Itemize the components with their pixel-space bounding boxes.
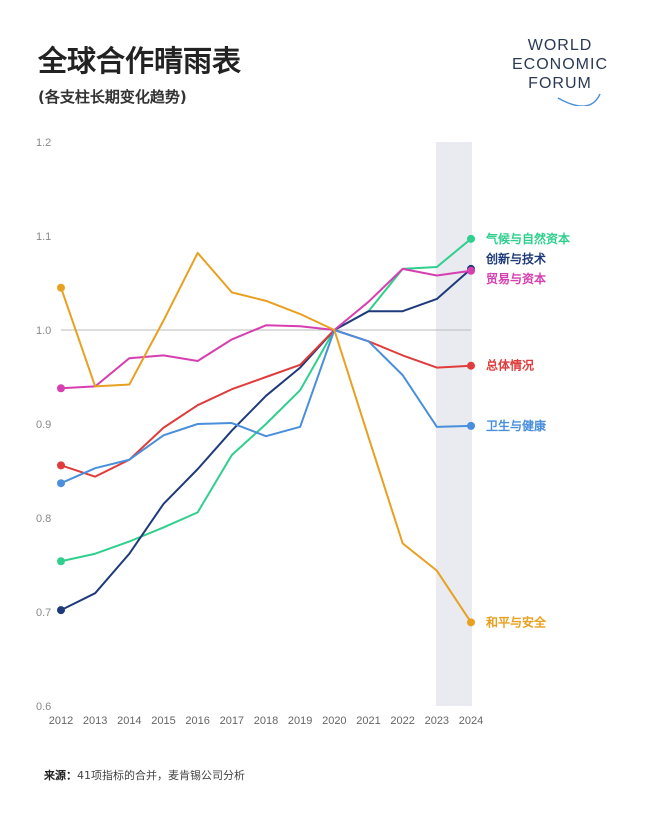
series-start-point (57, 283, 65, 292)
x-tick-label: 2015 (151, 715, 175, 727)
x-tick-label: 2012 (49, 715, 73, 727)
series-end-point (467, 266, 475, 275)
series-line (60, 329, 472, 478)
series-start-point (57, 479, 65, 488)
highlight-band (435, 142, 472, 706)
series-line (60, 267, 472, 390)
series-start-point (57, 384, 65, 393)
y-tick-label: 0.6 (36, 701, 51, 713)
page-subtitle: (各支柱长期变化趋势) (38, 88, 187, 106)
series-start-point (57, 461, 65, 470)
series-end-point (467, 361, 475, 370)
series-label: 卫生与健康 (486, 418, 547, 433)
series-label: 和平与安全 (485, 614, 547, 629)
series-start-point (57, 606, 65, 615)
x-tick-label: 2020 (322, 715, 346, 727)
y-tick-label: 0.9 (36, 419, 51, 431)
x-tick-label: 2019 (288, 715, 312, 727)
x-tick-label: 2018 (254, 715, 278, 727)
series-end-point (467, 421, 475, 430)
x-tick-label: 2022 (390, 715, 414, 727)
line-chart: 0.6 0.7 0.8 0.9 1.0 1.1 1.2 2012 2013 2014 2015 201… (36, 137, 570, 727)
x-tick-label: 2013 (83, 715, 107, 727)
series-label: 贸易与资本 (486, 271, 546, 286)
y-tick-label: 1.0 (36, 325, 51, 337)
y-tick-label: 0.7 (36, 607, 51, 619)
source-text: 41项指标的合并，麦肯锡公司分析 (77, 769, 245, 782)
y-tick-label: 1.1 (36, 231, 51, 243)
x-tick-label: 2024 (459, 715, 483, 727)
logo-line: ECONOMIC (512, 56, 608, 73)
x-tick-label: 2023 (425, 715, 449, 727)
page-title: 全球合作晴雨表 (38, 44, 242, 78)
x-tick-label: 2014 (117, 715, 141, 727)
series-label: 气候与自然资本 (485, 231, 570, 246)
series-label: 总体情况 (486, 358, 534, 373)
logo-arc-icon (557, 93, 601, 106)
series-line (60, 329, 472, 485)
x-tick-label: 2016 (185, 715, 209, 727)
series-label: 创新与技术 (485, 251, 546, 266)
series-line (60, 268, 472, 612)
x-tick-label: 2017 (220, 715, 244, 727)
logo-line: WORLD (527, 37, 593, 54)
logo-line: FORUM (528, 75, 592, 92)
series-line (60, 238, 472, 563)
y-tick-label: 1.2 (36, 137, 51, 149)
source-label: 来源： (44, 769, 77, 782)
series-line (60, 251, 472, 623)
series-end-point (467, 618, 475, 627)
wef-logo: WORLD ECONOMIC FORUM (500, 36, 620, 106)
y-tick-label: 0.8 (36, 513, 51, 525)
series-start-point (57, 557, 65, 566)
series-end-point (467, 234, 475, 243)
x-tick-label: 2021 (356, 715, 380, 727)
source-note: 来源：41项指标的合并，麦肯锡公司分析 (44, 767, 245, 783)
